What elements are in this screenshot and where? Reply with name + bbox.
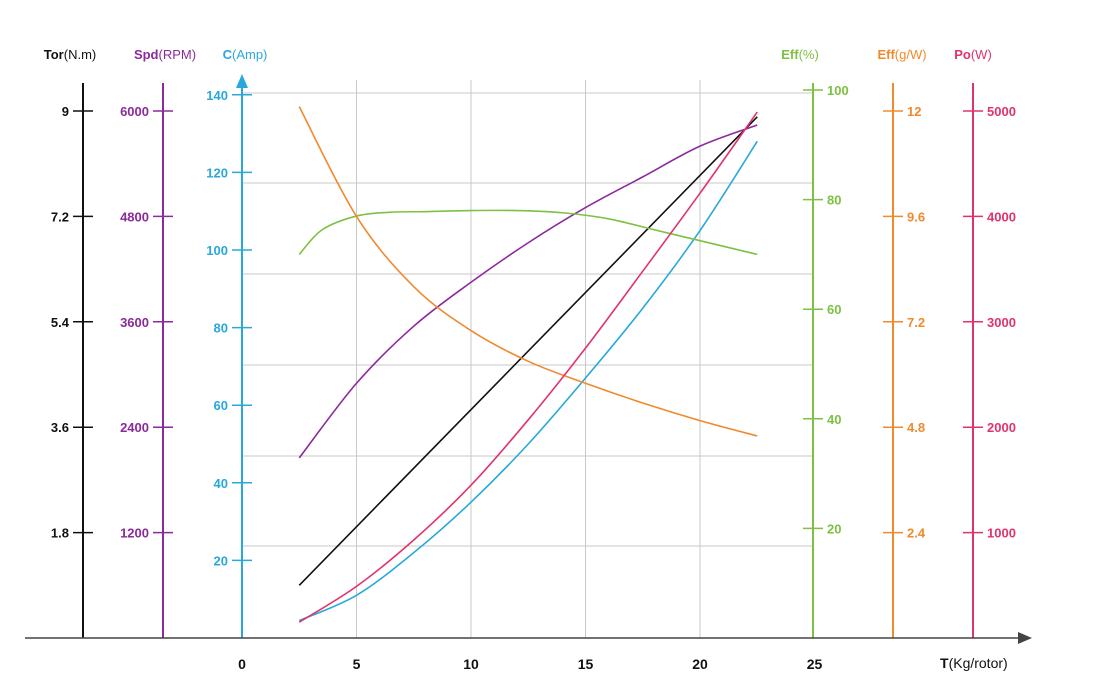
x-axis-title-bold: T [940, 655, 949, 671]
tick-label-eff: 80 [827, 193, 841, 208]
series-line-po [298, 111, 758, 623]
tick-label-effg: 7.2 [907, 315, 925, 330]
axis-po: 1000 2000 3000 4000 5000 Po(W) [954, 47, 1016, 638]
tick-label-po: 4000 [987, 209, 1016, 224]
tick-label-eff: 40 [827, 412, 841, 427]
x-axis-title-rest: (Kg/rotor) [949, 655, 1008, 671]
tick-label-effg: 12 [907, 104, 921, 119]
x-tick-label: 15 [578, 656, 594, 672]
series-line-amp [298, 140, 758, 622]
series-line-spd [298, 124, 758, 459]
axis-title-tor: Tor(N.m) [44, 47, 96, 62]
axis-title-unit: (N.m) [64, 47, 97, 62]
series-line-eff [298, 209, 758, 256]
axis-title-bold: Po [954, 47, 971, 62]
axis-title-unit: (Amp) [232, 47, 267, 62]
tick-label-po: 3000 [987, 315, 1016, 330]
arrow-up-icon [236, 74, 248, 88]
tick-label-eff: 60 [827, 302, 841, 317]
x-tick-label: 20 [692, 656, 708, 672]
tick-label-effg: 2.4 [907, 526, 926, 541]
tick-label-tor: 7.2 [51, 209, 69, 224]
axis-title-spd: Spd(RPM) [134, 47, 196, 62]
tick-label-effg: 9.6 [907, 209, 925, 224]
axis-title-effg: Eff(g/W) [877, 47, 926, 62]
tick-label-eff: 20 [827, 521, 841, 536]
axis-title-bold: Eff [877, 47, 895, 62]
x-axis-title: T(Kg/rotor) [940, 655, 1008, 671]
series-lines [298, 106, 758, 623]
axis-eff: 20 40 60 80 100 Eff(%) [781, 47, 849, 638]
axis-title-bold: Eff [781, 47, 799, 62]
x-tick-label: 10 [463, 656, 479, 672]
series-line-effg [298, 106, 758, 437]
tick-label-amp: 20 [214, 553, 228, 568]
tick-label-tor: 1.8 [51, 526, 69, 541]
axis-tor: 1.8 3.6 5.4 7.2 9 Tor(N.m) [44, 47, 96, 638]
x-tick-label: 0 [238, 656, 246, 672]
tick-label-amp: 40 [214, 476, 228, 491]
x-tick-label: 25 [807, 656, 823, 672]
axis-title-bold: Spd [134, 47, 159, 62]
axis-title-amp: C(Amp) [223, 47, 268, 62]
tick-label-po: 5000 [987, 104, 1016, 119]
series-line-tor [298, 116, 758, 586]
axis-title-bold: C [223, 47, 233, 62]
tick-label-amp: 100 [206, 243, 228, 258]
axis-title-unit: (%) [799, 47, 819, 62]
axis-spd: 1200 2400 3600 4800 6000 Spd(RPM) [120, 47, 196, 638]
x-tick-label: 5 [353, 656, 361, 672]
tick-label-tor: 9 [62, 104, 69, 119]
axis-effg: 2.4 4.8 7.2 9.6 12 Eff(g/W) [877, 47, 927, 638]
tick-label-spd: 6000 [120, 104, 149, 119]
tick-label-spd: 2400 [120, 420, 149, 435]
tick-label-po: 1000 [987, 526, 1016, 541]
axis-amp: 20 40 60 80 100 120 140 C(Amp) [206, 47, 267, 638]
tick-label-amp: 140 [206, 88, 228, 103]
tick-label-po: 2000 [987, 420, 1016, 435]
axis-title-eff: Eff(%) [781, 47, 819, 62]
tick-label-tor: 3.6 [51, 420, 69, 435]
x-axis: 0 5 10 15 20 25 [25, 632, 1032, 672]
tick-label-amp: 120 [206, 165, 228, 180]
tick-label-spd: 1200 [120, 526, 149, 541]
tick-label-eff: 100 [827, 83, 849, 98]
axis-title-po: Po(W) [954, 47, 992, 62]
tick-label-amp: 80 [214, 321, 228, 336]
axis-title-unit: (RPM) [159, 47, 197, 62]
arrow-right-icon [1018, 632, 1032, 644]
axis-title-unit: (W) [971, 47, 992, 62]
tick-label-tor: 5.4 [51, 315, 70, 330]
tick-label-spd: 3600 [120, 315, 149, 330]
axis-title-unit: (g/W) [895, 47, 927, 62]
tick-label-effg: 4.8 [907, 420, 925, 435]
tick-label-amp: 60 [214, 398, 228, 413]
y-axes: 1.8 3.6 5.4 7.2 9 Tor(N.m) 1200 2400 3600 4800 600… [44, 47, 1016, 638]
axis-title-bold: Tor [44, 47, 64, 62]
tick-label-spd: 4800 [120, 209, 149, 224]
